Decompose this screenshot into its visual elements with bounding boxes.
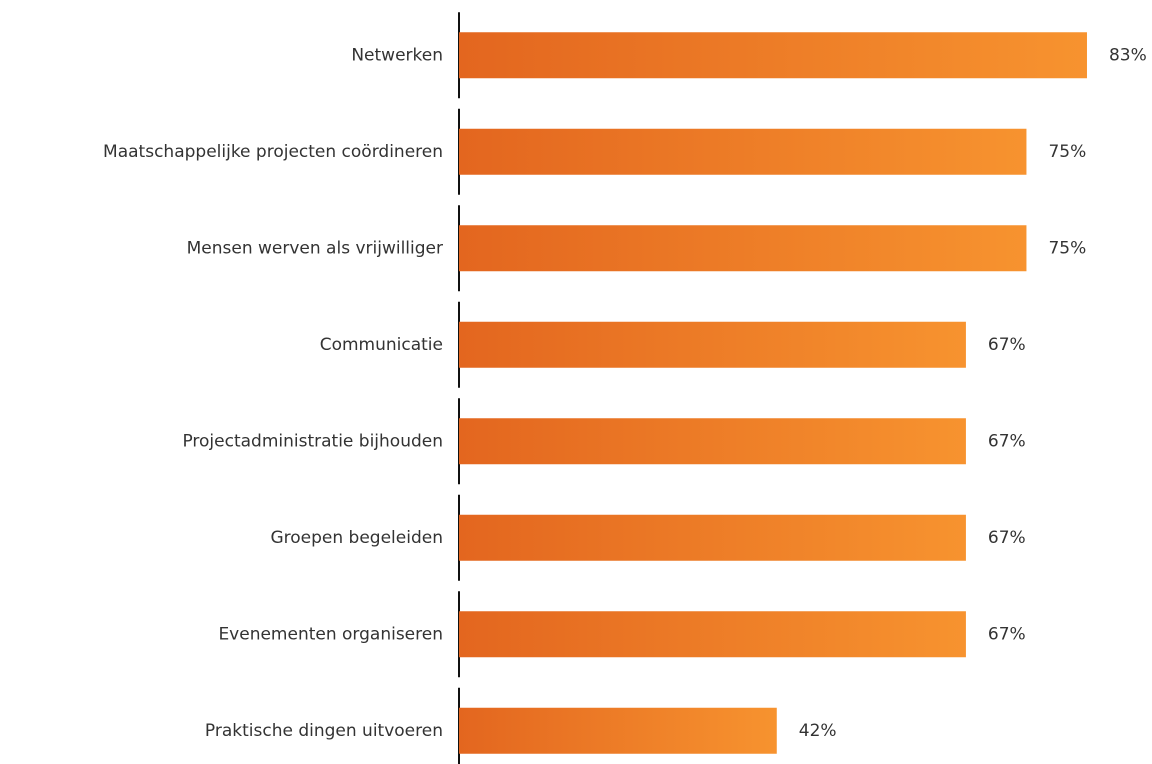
value-label: 75% <box>1048 238 1086 258</box>
value-label: 67% <box>988 431 1026 451</box>
value-label: 67% <box>988 528 1026 548</box>
value-label: 67% <box>988 335 1026 355</box>
bar <box>459 707 777 754</box>
value-label: 75% <box>1048 142 1086 162</box>
category-label: Communicatie <box>320 335 443 355</box>
value-label: 42% <box>799 721 837 741</box>
bar <box>459 514 966 561</box>
category-label: Maatschappelijke projecten coördineren <box>103 142 443 162</box>
bar <box>459 128 1027 175</box>
category-label: Groepen begeleiden <box>270 528 443 548</box>
category-label: Mensen werven als vrijwilliger <box>187 238 443 258</box>
category-label: Praktische dingen uitvoeren <box>205 721 443 741</box>
bar <box>459 611 966 658</box>
bar <box>459 418 966 465</box>
value-label: 67% <box>988 624 1026 644</box>
category-label: Evenementen organiseren <box>218 624 443 644</box>
bar <box>459 32 1087 79</box>
bar <box>459 321 966 368</box>
category-label: Projectadministratie bijhouden <box>182 431 443 451</box>
bar <box>459 225 1027 272</box>
category-label: Netwerken <box>351 45 443 65</box>
value-label: 83% <box>1109 45 1147 65</box>
